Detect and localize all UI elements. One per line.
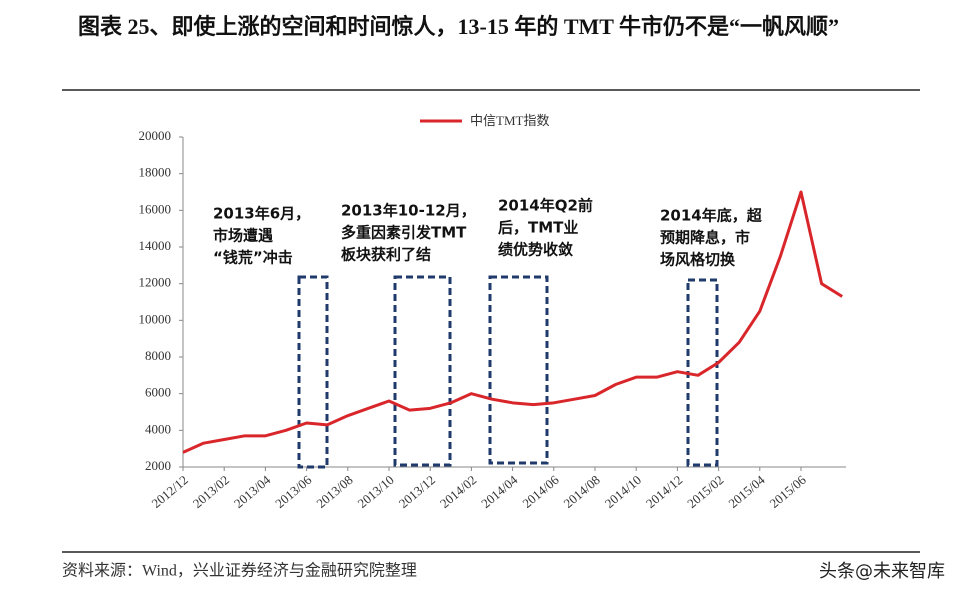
x-tick-label: 2014/02 bbox=[437, 472, 479, 511]
data-line bbox=[182, 190, 843, 454]
x-tick-label: 2014/08 bbox=[561, 472, 603, 511]
annotation: 多重因素引发TMT bbox=[341, 224, 467, 242]
annotation: 板块获利了结 bbox=[341, 246, 431, 264]
x-tick-label: 2013/10 bbox=[355, 472, 397, 511]
annotation: 预期降息，市 bbox=[660, 229, 750, 247]
x-tick-label: 2013/12 bbox=[396, 472, 438, 511]
annotation: 2014年底，超 bbox=[660, 207, 763, 225]
x-tick-label: 2013/04 bbox=[231, 472, 274, 511]
annotation: 场风格切换 bbox=[660, 251, 736, 269]
x-tick-label: 2015/06 bbox=[767, 472, 810, 511]
annotation: “钱荒”冲击 bbox=[213, 249, 293, 267]
annotation: 2014年Q2前 bbox=[498, 197, 593, 215]
y-tick-label: 4000 bbox=[145, 421, 171, 436]
annotation: 2013年6月， bbox=[213, 205, 310, 223]
y-tick-label: 20000 bbox=[139, 128, 172, 143]
x-tick-label: 2014/04 bbox=[478, 472, 521, 511]
x-tick-label: 2014/06 bbox=[519, 472, 562, 511]
y-tick-label: 6000 bbox=[145, 385, 171, 400]
y-tick-label: 14000 bbox=[139, 238, 172, 253]
highlight-box bbox=[488, 275, 549, 465]
highlight-box bbox=[393, 275, 452, 467]
legend-label: 中信TMT指数 bbox=[470, 113, 549, 128]
highlight-box bbox=[297, 275, 329, 469]
x-tick-label: 2015/02 bbox=[684, 472, 726, 511]
source: 资料来源：Wind，兴业证券经济与金融研究院整理 bbox=[62, 562, 417, 580]
y-tick-label: 16000 bbox=[139, 201, 172, 216]
highlight-boxes bbox=[297, 275, 719, 469]
y-tick-label: 2000 bbox=[145, 458, 171, 473]
annotation: 绩优势收敛 bbox=[498, 241, 573, 259]
y-tick-label: 10000 bbox=[139, 311, 172, 326]
x-tick-label: 2014/12 bbox=[643, 472, 685, 511]
x-tick-label: 2012/12 bbox=[149, 472, 191, 511]
y-tick-label: 12000 bbox=[139, 275, 172, 290]
y-tick-label: 8000 bbox=[145, 348, 171, 363]
x-tick-label: 2013/08 bbox=[313, 472, 355, 511]
x-tick-label: 2015/04 bbox=[725, 472, 768, 511]
x-tick-label: 2013/02 bbox=[190, 472, 232, 511]
chart-title: 图表 25、即使上涨的空间和时间惊人，13-15 年的 TMT 牛市仍不是“一帆… bbox=[78, 14, 840, 39]
annotation: 2013年10-12月， bbox=[341, 202, 476, 220]
x-tick-label: 2013/06 bbox=[272, 472, 315, 511]
x-tick-label: 2014/10 bbox=[602, 472, 644, 511]
annotation: 市场遭遇 bbox=[213, 227, 273, 245]
y-tick-label: 18000 bbox=[139, 165, 172, 180]
watermark: 头条@未来智库 bbox=[819, 561, 945, 582]
annotation: 后，TMT业 bbox=[498, 219, 578, 237]
